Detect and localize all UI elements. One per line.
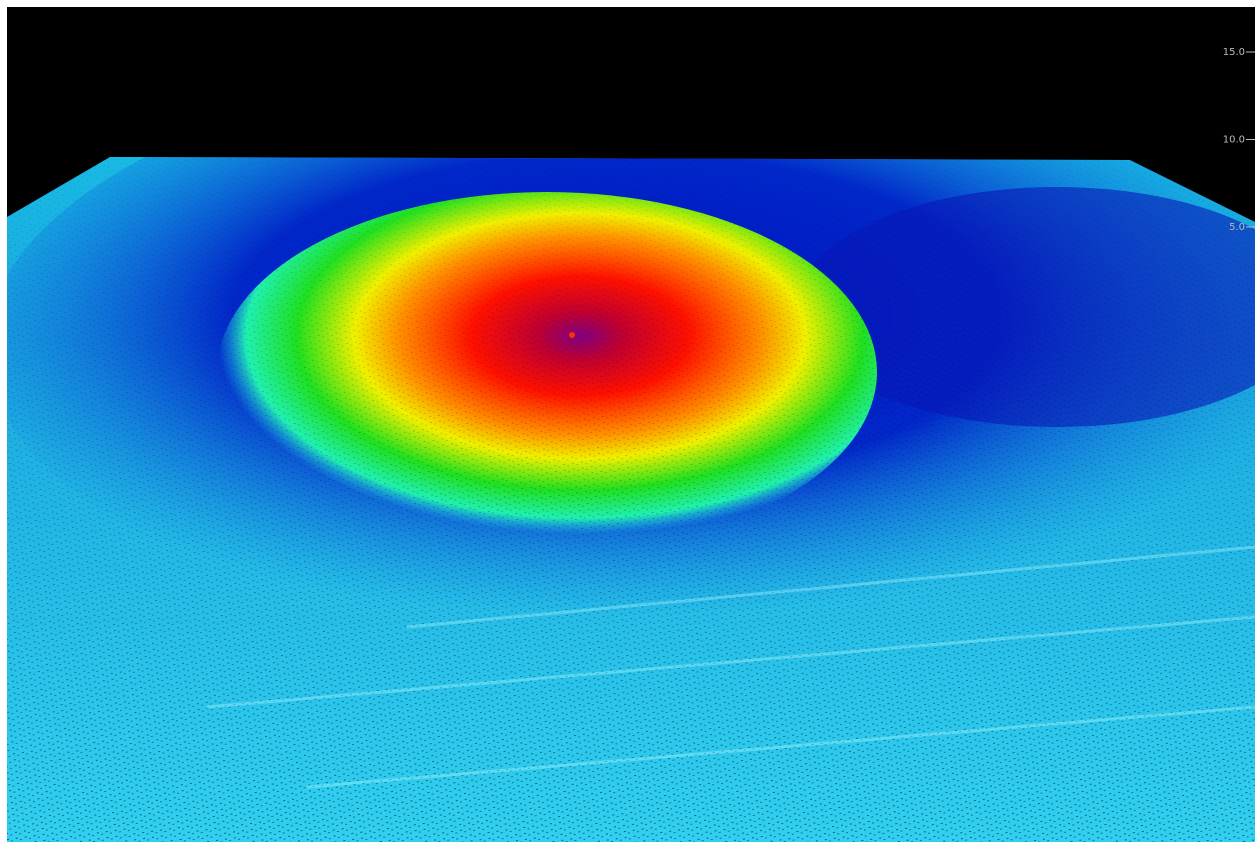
scale-label: 5.0 xyxy=(1229,222,1245,233)
page: 15.010.05.0 (() => { const data = JSON.p… xyxy=(0,0,1255,842)
scale-label: 10.0 xyxy=(1223,135,1245,146)
scale-label: 15.0 xyxy=(1223,47,1245,58)
point-cloud-view: 15.0 10.0 5.0 xyxy=(7,7,1255,842)
